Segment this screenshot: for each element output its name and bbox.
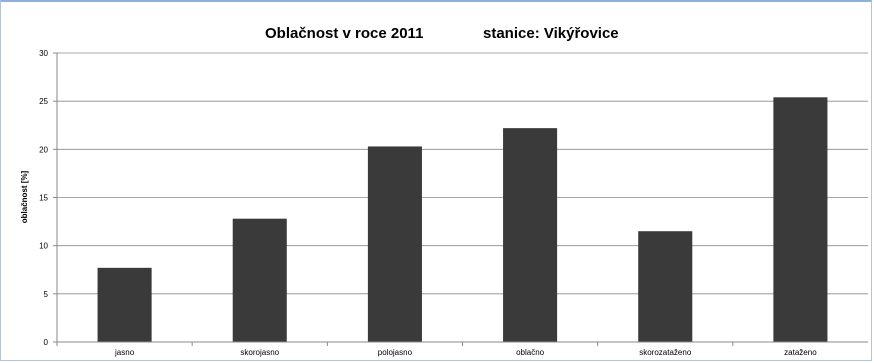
bar-oblačno	[503, 128, 558, 342]
y-tick-label: 20	[39, 145, 48, 154]
x-category-label: polojasno	[378, 348, 413, 357]
y-tick-label: 15	[39, 194, 48, 203]
x-axis-labels: jasno skorojasno polojasno oblačno skorozata…	[56, 342, 817, 357]
bar-skorojasno	[232, 218, 287, 342]
y-tick-label: 10	[39, 242, 48, 251]
bar-zataženo	[773, 97, 828, 343]
chart-title: Oblačnost v roce 2011	[265, 25, 423, 42]
bar-jasno	[97, 267, 152, 342]
bar-polojasno	[367, 146, 422, 342]
chart-subtitle: stanice: Vikýřovice	[483, 25, 619, 42]
y-tick-label: 0	[44, 338, 49, 347]
gridlines	[57, 52, 868, 295]
y-tick-label: 30	[39, 49, 48, 58]
y-axis-label: oblačnost [%]	[20, 170, 29, 223]
x-category-label: oblačno	[516, 348, 545, 357]
x-category-label: zataženo	[784, 348, 817, 357]
x-category-label: jasno	[114, 348, 135, 357]
bars	[97, 97, 828, 343]
y-axis-ticks: 0 5 10 15 20 25 30	[39, 49, 57, 347]
y-tick-label: 25	[39, 97, 48, 106]
y-tick-label: 5	[44, 290, 49, 299]
x-category-label: skorojasno	[240, 348, 279, 357]
bar-skorozataženo	[638, 231, 693, 342]
x-category-label: skorozataženo	[639, 348, 692, 357]
